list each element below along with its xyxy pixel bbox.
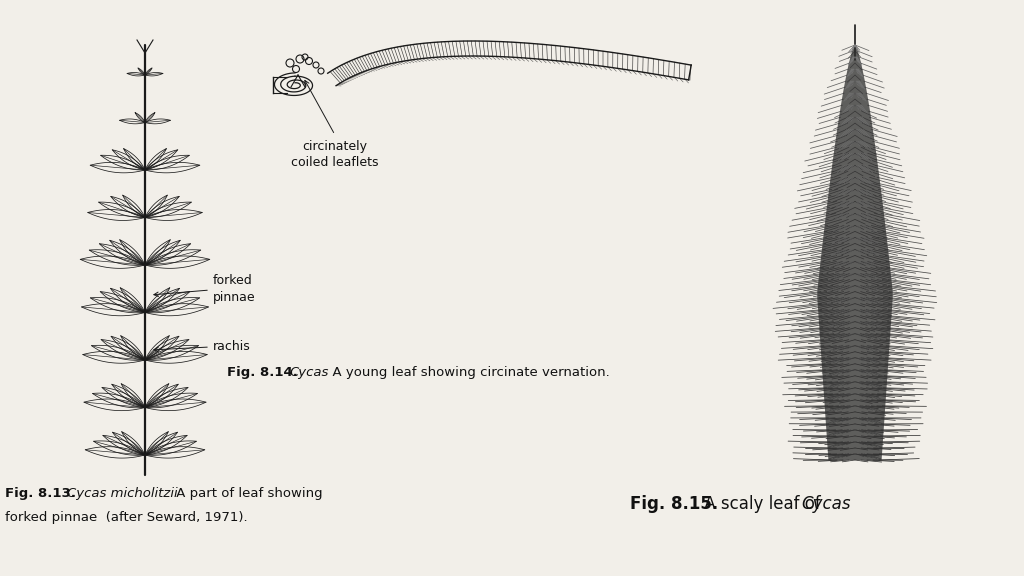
Text: Cycas: Cycas [802,495,851,513]
Polygon shape [817,45,893,460]
Text: rachis: rachis [213,340,251,354]
Text: A scaly leaf of: A scaly leaf of [699,495,826,513]
Text: Fig. 8.15.: Fig. 8.15. [630,495,718,513]
Text: Fig. 8.14.: Fig. 8.14. [227,366,298,379]
Text: forked
pinnae: forked pinnae [213,274,256,304]
Text: A part of leaf showing: A part of leaf showing [172,487,323,500]
Text: A young leaf showing circinate vernation.: A young leaf showing circinate vernation… [324,366,609,379]
Text: Cycas micholitzii: Cycas micholitzii [67,487,177,500]
Text: Fig. 8.13.: Fig. 8.13. [5,487,76,500]
Text: Cycas: Cycas [290,366,329,379]
Text: forked pinnae  (after Seward, 1971).: forked pinnae (after Seward, 1971). [5,511,248,524]
Text: circinately
coiled leaflets: circinately coiled leaflets [291,140,379,169]
